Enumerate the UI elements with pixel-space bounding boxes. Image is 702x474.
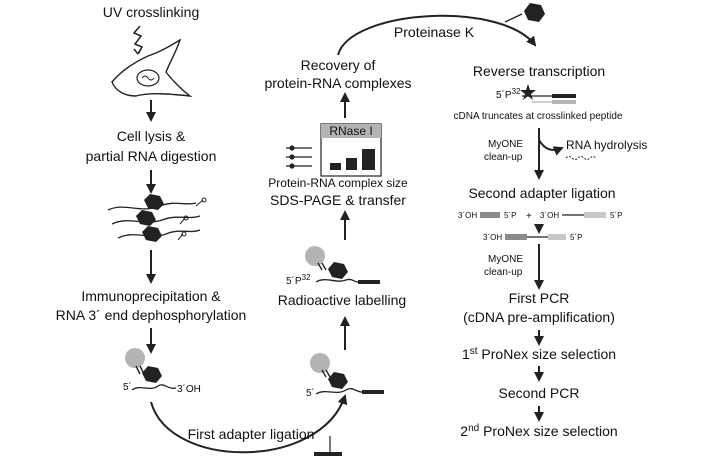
step-first-pcr-line2: (cDNA pre-amplification): [463, 309, 615, 325]
gel-icon: [320, 123, 382, 177]
rt-construct: [520, 84, 576, 104]
label-5p-left: 5´P: [504, 211, 516, 220]
myone-cleanup-1-line1: MyONE: [488, 139, 523, 150]
myone-cleanup-1-line2: clean-up: [484, 152, 523, 163]
first-adapter: [314, 436, 342, 456]
step-recovery-line1: Recovery of: [301, 57, 376, 73]
step-cell-lysis-line1: Cell lysis &: [117, 128, 186, 144]
ligated-adapter: [505, 234, 527, 240]
myone-cleanup-2-line1: MyONE: [488, 254, 523, 265]
step-first-pcr-line1: First PCR: [509, 290, 570, 306]
step-radioactive-labelling: Radioactive labelling: [278, 292, 406, 308]
uv-lightning-icon: [132, 25, 144, 55]
rna-protein-complexes: [107, 194, 201, 242]
hexagon-protein-icon: [524, 3, 545, 22]
step-uv-crosslinking: UV crosslinking: [103, 4, 199, 20]
antibody-icon: [125, 348, 145, 368]
cdna-piece: [584, 212, 606, 218]
step-second-adapter-ligation: Second adapter ligation: [468, 185, 615, 201]
step-proteinase-k: Proteinase K: [394, 24, 475, 40]
label-rt-five-p32: 5´P32: [496, 87, 521, 101]
step-immunoprecipitation-line1: Immunoprecipitation &: [81, 288, 221, 304]
label-3oh-ligated: 3´OH: [483, 233, 502, 242]
rna-hydrolysis-label: RNA hydrolysis: [566, 138, 647, 152]
hydrolysed-rna: [565, 156, 597, 160]
step-first-adapter-ligation: First adapter ligation: [188, 426, 315, 442]
antibody-icon: [310, 353, 330, 373]
antibody-icon: [305, 246, 325, 266]
crosslink-star-icon: [520, 84, 536, 100]
label-3oh-left: 3´OH: [458, 211, 477, 220]
ligated-complex: [310, 353, 384, 395]
cdna-truncates-note: cDNA truncates at crosslinked peptide: [454, 111, 623, 122]
scissors-icon: [177, 197, 207, 241]
adapter-piece: [480, 212, 500, 218]
hexagon-protein-icon: [136, 210, 156, 226]
gel-rnase-label: RNase I: [329, 124, 372, 138]
label-three-oh: 3´OH: [177, 383, 201, 395]
gel-size-label: Protein-RNA complex size: [268, 176, 408, 190]
label-five-p32: 5´P32: [286, 273, 311, 287]
label-five-prime: 5´: [123, 381, 132, 393]
gel-ladder: [286, 145, 312, 169]
plus-sign: +: [526, 211, 532, 222]
hexagon-protein-icon: [142, 226, 162, 242]
step-second-pcr: Second PCR: [499, 385, 580, 401]
hexagon-protein-icon: [328, 372, 348, 389]
label-five-prime-2: 5´: [306, 387, 315, 399]
label-5p-right: 5´P: [610, 211, 622, 220]
step-reverse-transcription: Reverse transcription: [473, 63, 605, 79]
step-second-pronex: 2nd ProNex size selection: [460, 423, 617, 439]
step-first-pronex: 1st ProNex size selection: [462, 346, 616, 362]
ligated-cdna: [548, 234, 566, 240]
label-3oh-right: 3´OH: [540, 211, 559, 220]
ip-complex: [125, 348, 177, 391]
hexagon-protein-icon: [328, 262, 348, 279]
step-sds-page: SDS-PAGE & transfer: [270, 192, 406, 208]
cell-icon: [111, 38, 193, 97]
myone-cleanup-2-line2: clean-up: [484, 267, 523, 278]
step-cell-lysis-line2: partial RNA digestion: [86, 148, 217, 164]
step-recovery-line2: protein-RNA complexes: [264, 75, 411, 91]
label-5p-ligated: 5´P: [570, 233, 582, 242]
step-immunoprecipitation-line2: RNA 3´ end dephosphorylation: [56, 307, 247, 323]
hexagon-protein-icon: [144, 194, 164, 210]
labelled-complex: [305, 246, 380, 284]
hexagon-protein-icon: [142, 366, 162, 383]
